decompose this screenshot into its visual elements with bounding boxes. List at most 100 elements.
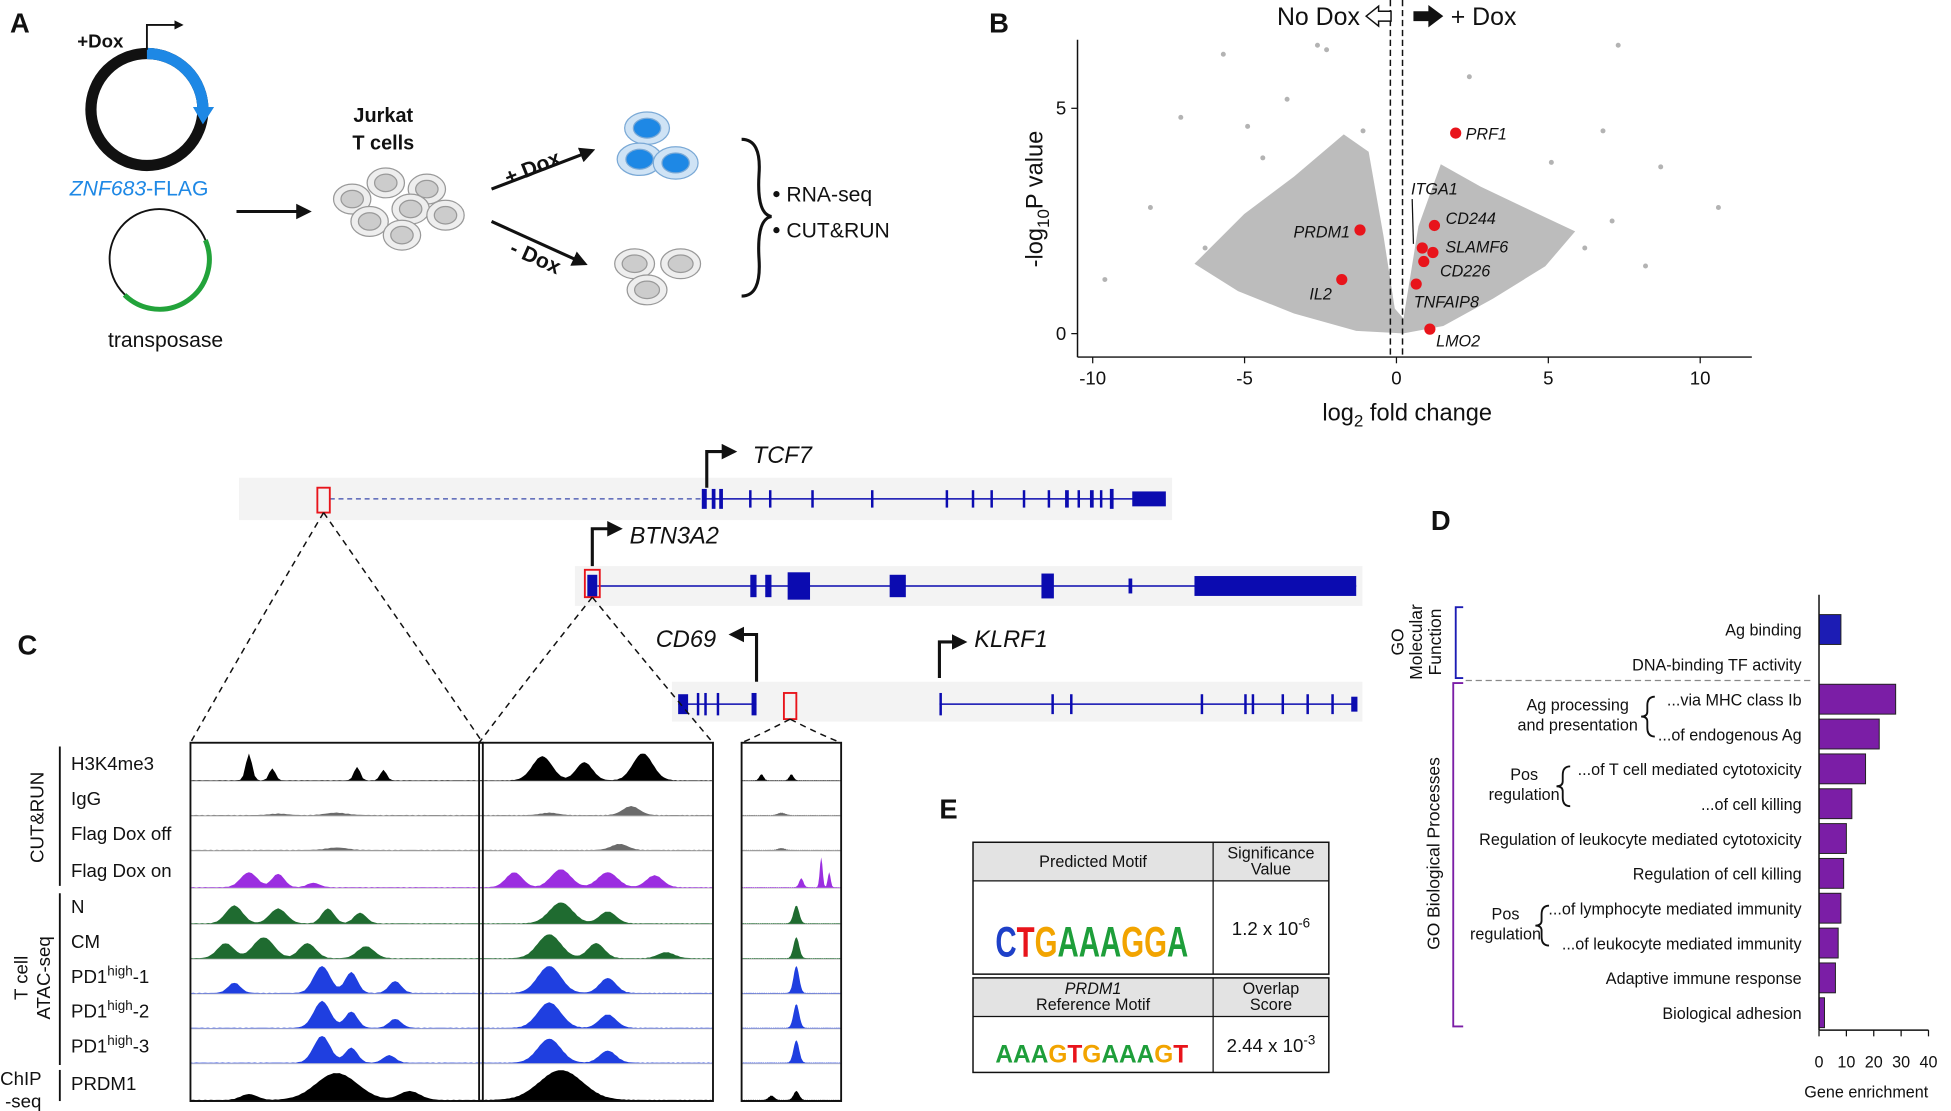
leader-line xyxy=(1411,199,1415,244)
table-value: 2.44 x 10-3 xyxy=(1227,1032,1316,1055)
gene-point xyxy=(1260,155,1266,161)
motif-letter: A xyxy=(1058,919,1079,966)
x-tick-label: 30 xyxy=(1892,1053,1910,1071)
group-label: Molecular xyxy=(1406,604,1426,680)
signal-track xyxy=(479,902,713,925)
track-label: N xyxy=(71,896,84,917)
track-label: PD1high-2 xyxy=(71,998,149,1021)
direction-arrow xyxy=(1364,4,1392,28)
x-axis-label-part: 2 xyxy=(1354,412,1363,431)
track-label-part: N xyxy=(71,896,84,917)
gene-label: CD244 xyxy=(1446,210,1496,228)
track-label-part: PD1 xyxy=(71,1036,107,1057)
table-value: 1.2 x 10-6 xyxy=(1232,915,1310,938)
signal-track xyxy=(479,753,713,782)
signal-track xyxy=(190,905,483,925)
signal-track xyxy=(741,1040,842,1064)
gene-point xyxy=(1600,128,1606,134)
track-group: -seq xyxy=(5,1090,41,1111)
gene-models xyxy=(58,443,1363,1102)
category-label: ...of T cell mediated cytotoxicity xyxy=(1578,761,1803,779)
gene-name: KLRF1 xyxy=(974,627,1048,653)
gene-point xyxy=(1715,204,1721,210)
gene-label: IL2 xyxy=(1309,285,1331,303)
subgroup-label: Ag processing xyxy=(1526,696,1628,714)
signal-track xyxy=(741,937,842,960)
panel-label: E xyxy=(939,794,957,825)
table-value-part: -6 xyxy=(1298,915,1310,930)
category-label: ...via MHC class Ib xyxy=(1667,691,1802,709)
track-label-part: Flag Dox off xyxy=(71,823,172,844)
track-label: H3K4me3 xyxy=(71,753,154,774)
y-axis-label: -log10P value xyxy=(1023,131,1053,268)
track-group: T cell xyxy=(10,956,31,1000)
track-group: CUT&RUN xyxy=(27,772,48,863)
gene-point xyxy=(1466,74,1472,80)
signal-track xyxy=(479,844,713,851)
track-box xyxy=(478,741,714,1102)
gene-point xyxy=(1643,263,1649,269)
signal-track xyxy=(741,905,842,925)
table-frame xyxy=(972,841,1330,975)
motif-letter: T xyxy=(1173,1040,1188,1068)
gene-point xyxy=(1245,123,1251,129)
gene-label: PRF1 xyxy=(1466,125,1507,143)
volcano-density xyxy=(1194,134,1576,334)
gene-point xyxy=(1314,42,1320,48)
gene-label: TNFAIP8 xyxy=(1414,294,1479,312)
panel-label: D xyxy=(1431,505,1451,536)
track-box xyxy=(740,741,843,1102)
subgroup-label: Pos xyxy=(1492,905,1520,923)
category-label: Biological adhesion xyxy=(1662,1005,1801,1023)
highlight-point xyxy=(1424,323,1436,335)
signal-track xyxy=(479,966,713,995)
bar xyxy=(1818,823,1847,854)
motif-letter: A xyxy=(1031,1040,1049,1068)
motif-letter: A xyxy=(1013,1040,1031,1068)
panel-label: B xyxy=(989,7,1009,38)
gene-point xyxy=(1324,47,1330,53)
panel-label: C xyxy=(18,629,38,660)
track-label: PD1high-3 xyxy=(71,1033,149,1056)
gene-name: CD69 xyxy=(656,627,716,653)
highlight-point xyxy=(1427,246,1439,259)
cells-label: T cells xyxy=(352,132,414,154)
track-label: Flag Dox on xyxy=(71,860,172,881)
bar xyxy=(1818,857,1845,889)
bar xyxy=(1818,683,1897,715)
motif-letter: A xyxy=(1079,919,1100,966)
table-frame xyxy=(972,977,1330,1074)
track-label-part: high xyxy=(107,998,132,1013)
signal-track xyxy=(479,1038,713,1064)
y-axis-label-part: 10 xyxy=(1034,209,1053,228)
gene-point xyxy=(1178,114,1184,120)
bar xyxy=(1818,892,1842,924)
signal-track xyxy=(741,1004,842,1029)
table-header xyxy=(973,842,1329,881)
gene-label: LMO2 xyxy=(1436,333,1480,351)
track-label: PRDM1 xyxy=(71,1073,136,1094)
track-label-part: Flag Dox on xyxy=(71,860,172,881)
track-label-part: high xyxy=(107,1033,132,1048)
track-label: CM xyxy=(71,931,100,952)
x-axis-label: log2 fold change xyxy=(1322,401,1492,431)
signal-track xyxy=(741,812,842,817)
track-label: PD1high-1 xyxy=(71,963,149,986)
bar xyxy=(1818,962,1836,994)
gene-point xyxy=(1147,204,1153,210)
signal-track xyxy=(190,872,483,889)
y-axis-label-part: -log xyxy=(1023,228,1049,267)
gene-point xyxy=(1202,245,1208,251)
category-label: DNA-binding TF activity xyxy=(1632,657,1802,675)
signal-track xyxy=(741,774,842,782)
gene-point xyxy=(1582,245,1588,251)
direction-arrow xyxy=(1413,4,1444,28)
motif-letter: G xyxy=(1035,919,1058,966)
track-label-part: -2 xyxy=(133,1001,150,1022)
gene-label: PRDM1 xyxy=(1293,223,1350,241)
dox-label: +Dox xyxy=(77,30,124,51)
track-label: Flag Dox off xyxy=(71,823,172,844)
y-tick-label: 5 xyxy=(1056,98,1066,119)
category-label: Regulation of cell killing xyxy=(1633,866,1802,884)
table-header-text: Overlap xyxy=(1243,980,1300,998)
